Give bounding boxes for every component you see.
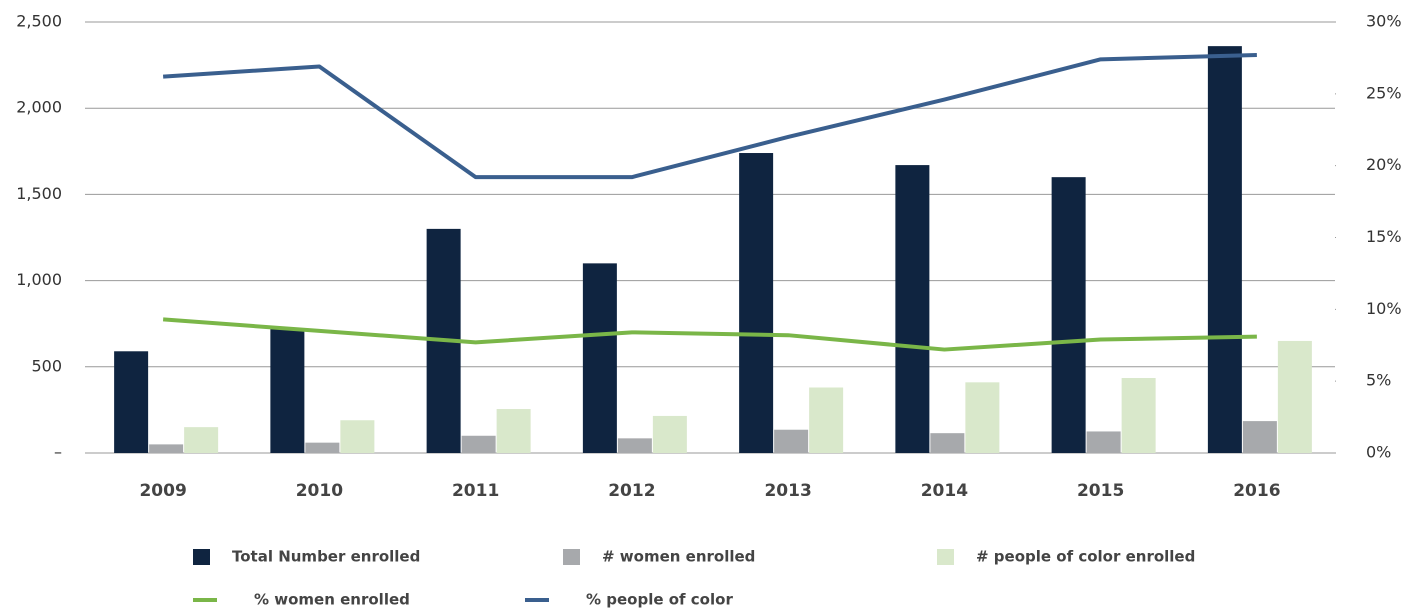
bar: [149, 444, 184, 453]
y-tick-label: 500: [31, 356, 62, 375]
x-tick-label: 2012: [608, 481, 655, 501]
y2-tick-label: 10%: [1366, 299, 1402, 318]
y-tick-label: 2,500: [16, 12, 62, 31]
bar: [895, 165, 930, 454]
bar: [1086, 431, 1121, 453]
y2-tick-label: 30%: [1366, 12, 1402, 31]
bar: [965, 382, 1000, 453]
legend-label: % women enrolled: [254, 591, 410, 609]
x-tick-label: 2016: [1233, 481, 1280, 501]
y-tick-label: 2,000: [16, 98, 62, 117]
bar: [114, 351, 149, 453]
y2-tick-label: 25%: [1366, 83, 1402, 102]
legend-swatch: [937, 549, 954, 565]
bar: [184, 427, 219, 453]
x-tick-label: 2014: [921, 481, 968, 501]
line-series: [162, 317, 1257, 352]
y-tick-label: 1,500: [16, 184, 62, 203]
bar: [1121, 378, 1156, 453]
bar: [496, 409, 531, 453]
legend-swatch: [563, 549, 580, 565]
x-tick-label: 2015: [1077, 481, 1124, 501]
legend-label: # people of color enrolled: [976, 548, 1195, 566]
legend-label: Total Number enrolled: [232, 548, 420, 566]
y2-tick-label: 0%: [1366, 443, 1391, 462]
x-tick-label: 2011: [452, 481, 499, 501]
bar: [652, 415, 687, 453]
line-series: [162, 53, 1257, 180]
bar: [340, 420, 375, 453]
bar: [930, 433, 965, 453]
bar: [739, 153, 774, 454]
bar: [809, 387, 844, 453]
bar: [774, 429, 809, 453]
bar: [1207, 46, 1242, 454]
legend-label: # women enrolled: [602, 548, 755, 566]
bar: [1242, 421, 1277, 453]
bar: [1277, 340, 1312, 453]
legend-swatch: [193, 549, 210, 565]
bar: [305, 442, 340, 453]
y-tick-label: 1,000: [16, 270, 62, 289]
bar: [582, 263, 617, 453]
y2-tick-label: 15%: [1366, 227, 1402, 246]
bar: [270, 328, 305, 453]
x-tick-label: 2009: [139, 481, 186, 501]
legend-label: % people of color: [586, 591, 733, 609]
y2-tick-label: 20%: [1366, 155, 1402, 174]
x-tick-label: 2013: [764, 481, 811, 501]
y-tick-label: –: [54, 443, 62, 462]
y2-tick-label: 5%: [1366, 371, 1391, 390]
bar: [1051, 177, 1086, 453]
x-tick-label: 2010: [296, 481, 343, 501]
bar: [617, 438, 652, 453]
bar: [461, 435, 496, 453]
